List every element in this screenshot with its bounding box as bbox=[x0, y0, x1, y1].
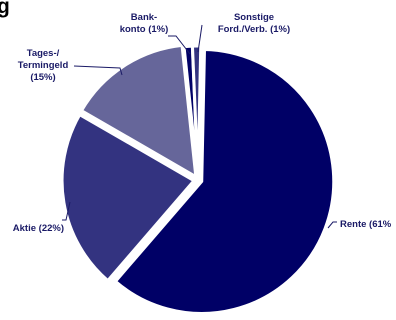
chart-title: g bbox=[0, 0, 10, 18]
leader-line-sonstige bbox=[197, 24, 203, 53]
leader-line-rente bbox=[327, 221, 337, 229]
label-aktie: Aktie (22%) bbox=[13, 223, 64, 234]
slice-tages bbox=[80, 43, 198, 179]
label-bank-line1: Bank- bbox=[131, 12, 157, 23]
label-sonstige: Sonstige Ford./Verb. (1%) bbox=[218, 12, 290, 35]
label-rente: Rente (61% bbox=[340, 219, 392, 230]
label-sonstige-line2: Ford./Verb. (1%) bbox=[218, 24, 290, 35]
label-sonstige-line1: Sonstige bbox=[234, 12, 274, 23]
label-tages-line1: Tages-/ bbox=[27, 48, 60, 59]
slice-sonstige bbox=[190, 44, 203, 180]
slice-rente bbox=[113, 47, 336, 315]
leader-line-bank bbox=[168, 35, 191, 55]
label-tages: Tages-/ Termingeld (15%) bbox=[18, 48, 69, 83]
leader-line-tages bbox=[73, 65, 123, 76]
slice-aktie bbox=[60, 113, 196, 283]
pie-slices bbox=[60, 43, 336, 315]
label-bank-line2: konto (1%) bbox=[120, 24, 169, 35]
leader-line-aktie bbox=[62, 201, 71, 221]
label-bankkonto: Bank- konto (1%) bbox=[120, 12, 169, 35]
leader-lines bbox=[62, 24, 337, 229]
label-tages-line2: Termingeld bbox=[18, 60, 69, 71]
label-tages-line3: (15%) bbox=[30, 72, 55, 83]
